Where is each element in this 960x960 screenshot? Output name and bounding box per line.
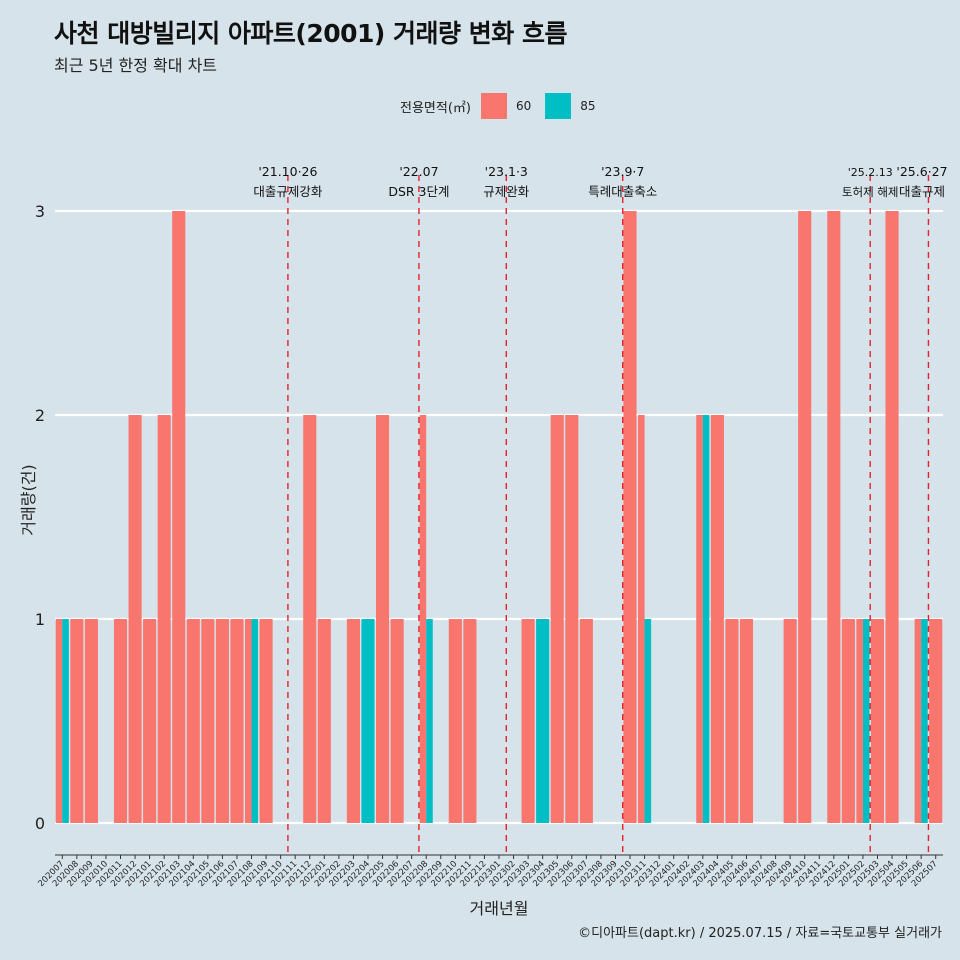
bar-60-202504 bbox=[885, 211, 899, 823]
event-name-label: 규제완화 bbox=[483, 184, 530, 199]
bar-85-202208 bbox=[426, 619, 433, 823]
bar-85-202204 bbox=[361, 619, 375, 823]
bar-60-202012 bbox=[128, 415, 142, 823]
event-date-label: '23.1·3 bbox=[485, 164, 528, 179]
bar-60-202008 bbox=[70, 619, 84, 823]
bar-60-202406 bbox=[739, 619, 754, 823]
bar-60-202007 bbox=[55, 619, 63, 823]
bar-60-202404 bbox=[710, 415, 724, 823]
bar-85-202108 bbox=[251, 619, 259, 823]
bar-60-202105 bbox=[201, 619, 215, 823]
bar-60-202107 bbox=[230, 619, 244, 823]
event-date-label: '22.07 bbox=[399, 164, 438, 179]
y-tick-label: 1 bbox=[35, 610, 45, 629]
event-name-label: 특례대출축소 bbox=[588, 184, 657, 199]
bar-85-202007 bbox=[62, 619, 69, 823]
bar-60-202102 bbox=[157, 415, 171, 823]
chart-subtitle: 최근 5년 한정 확대 차트 bbox=[54, 56, 218, 75]
event-date-label: '25.6·27 bbox=[896, 164, 947, 179]
bar-60-202211 bbox=[463, 619, 477, 823]
bar-85-202403 bbox=[702, 415, 710, 823]
legend: 전용면적(㎡) 60 85 bbox=[400, 93, 610, 119]
y-tick-label: 3 bbox=[35, 202, 45, 221]
bar-60-202203 bbox=[346, 619, 360, 823]
bar-60-202011 bbox=[113, 619, 128, 823]
y-tick-label: 0 bbox=[35, 814, 45, 833]
bar-60-202108 bbox=[244, 619, 252, 823]
bar-60-202206 bbox=[390, 619, 404, 823]
legend-title: 전용면적(㎡) bbox=[400, 100, 471, 116]
event-name-label: DSR 3단계 bbox=[388, 184, 449, 199]
bar-85-202506 bbox=[921, 619, 928, 823]
bar-60-202412 bbox=[827, 211, 841, 823]
bar-60-202112 bbox=[303, 415, 317, 823]
source-caption: ©디아파트(dapt.kr) / 2025.07.15 / 자료=국토교통부 실… bbox=[578, 926, 942, 941]
bar-60-202009 bbox=[84, 619, 98, 823]
event-date-label: '23.9·7 bbox=[601, 164, 644, 179]
bar-60-202310 bbox=[623, 211, 637, 823]
bar-60-202101 bbox=[143, 619, 157, 823]
bar-60-202201 bbox=[317, 619, 331, 823]
legend-swatch-85 bbox=[545, 93, 572, 119]
bar-60-202104 bbox=[186, 619, 200, 823]
bar-60-202106 bbox=[215, 619, 229, 823]
bar-60-202409 bbox=[783, 619, 797, 823]
bar-60-202405 bbox=[725, 619, 739, 823]
y-axis-title: 거래량(건) bbox=[19, 464, 38, 535]
event-date-label: '21.10·26 bbox=[258, 164, 317, 179]
bar-60-202501 bbox=[841, 619, 855, 823]
bar-60-202306 bbox=[565, 415, 579, 823]
bar-60-202303 bbox=[521, 619, 535, 823]
legend-swatch-60 bbox=[480, 93, 507, 119]
bar-60-202305 bbox=[550, 415, 564, 823]
legend-label-60: 60 bbox=[515, 99, 532, 113]
event-name-label: 대출규제강화 bbox=[253, 184, 323, 199]
bar-60-202109 bbox=[259, 619, 273, 823]
event-name-label: 대출규제 bbox=[899, 184, 945, 199]
bar-60-202506 bbox=[914, 619, 922, 823]
bar-85-202304 bbox=[536, 619, 550, 823]
bar-60-202205 bbox=[375, 415, 390, 823]
bar-60-202503 bbox=[870, 619, 885, 823]
event-date-label: '25.2.13 bbox=[848, 166, 893, 179]
bar-60-202410 bbox=[798, 211, 812, 823]
bar-60-202403 bbox=[696, 415, 703, 823]
bar-60-202507 bbox=[929, 619, 943, 823]
event-name-label: 토허제 해제 bbox=[842, 185, 899, 199]
bar-60-202311 bbox=[638, 415, 645, 823]
bar-60-202103 bbox=[172, 211, 186, 823]
y-tick-label: 2 bbox=[35, 406, 45, 425]
chart-title: 사천 대방빌리지 아파트(2001) 거래량 변화 흐름 bbox=[54, 19, 567, 48]
bar-85-202311 bbox=[644, 619, 652, 823]
x-axis-title: 거래년월 bbox=[470, 899, 529, 918]
bar-60-202210 bbox=[448, 619, 462, 823]
bar-60-202307 bbox=[579, 619, 593, 823]
bar-60-202502 bbox=[856, 619, 863, 823]
bar-85-202502 bbox=[862, 619, 870, 823]
legend-label-85: 85 bbox=[580, 99, 596, 113]
bar-60-202208 bbox=[419, 415, 427, 823]
